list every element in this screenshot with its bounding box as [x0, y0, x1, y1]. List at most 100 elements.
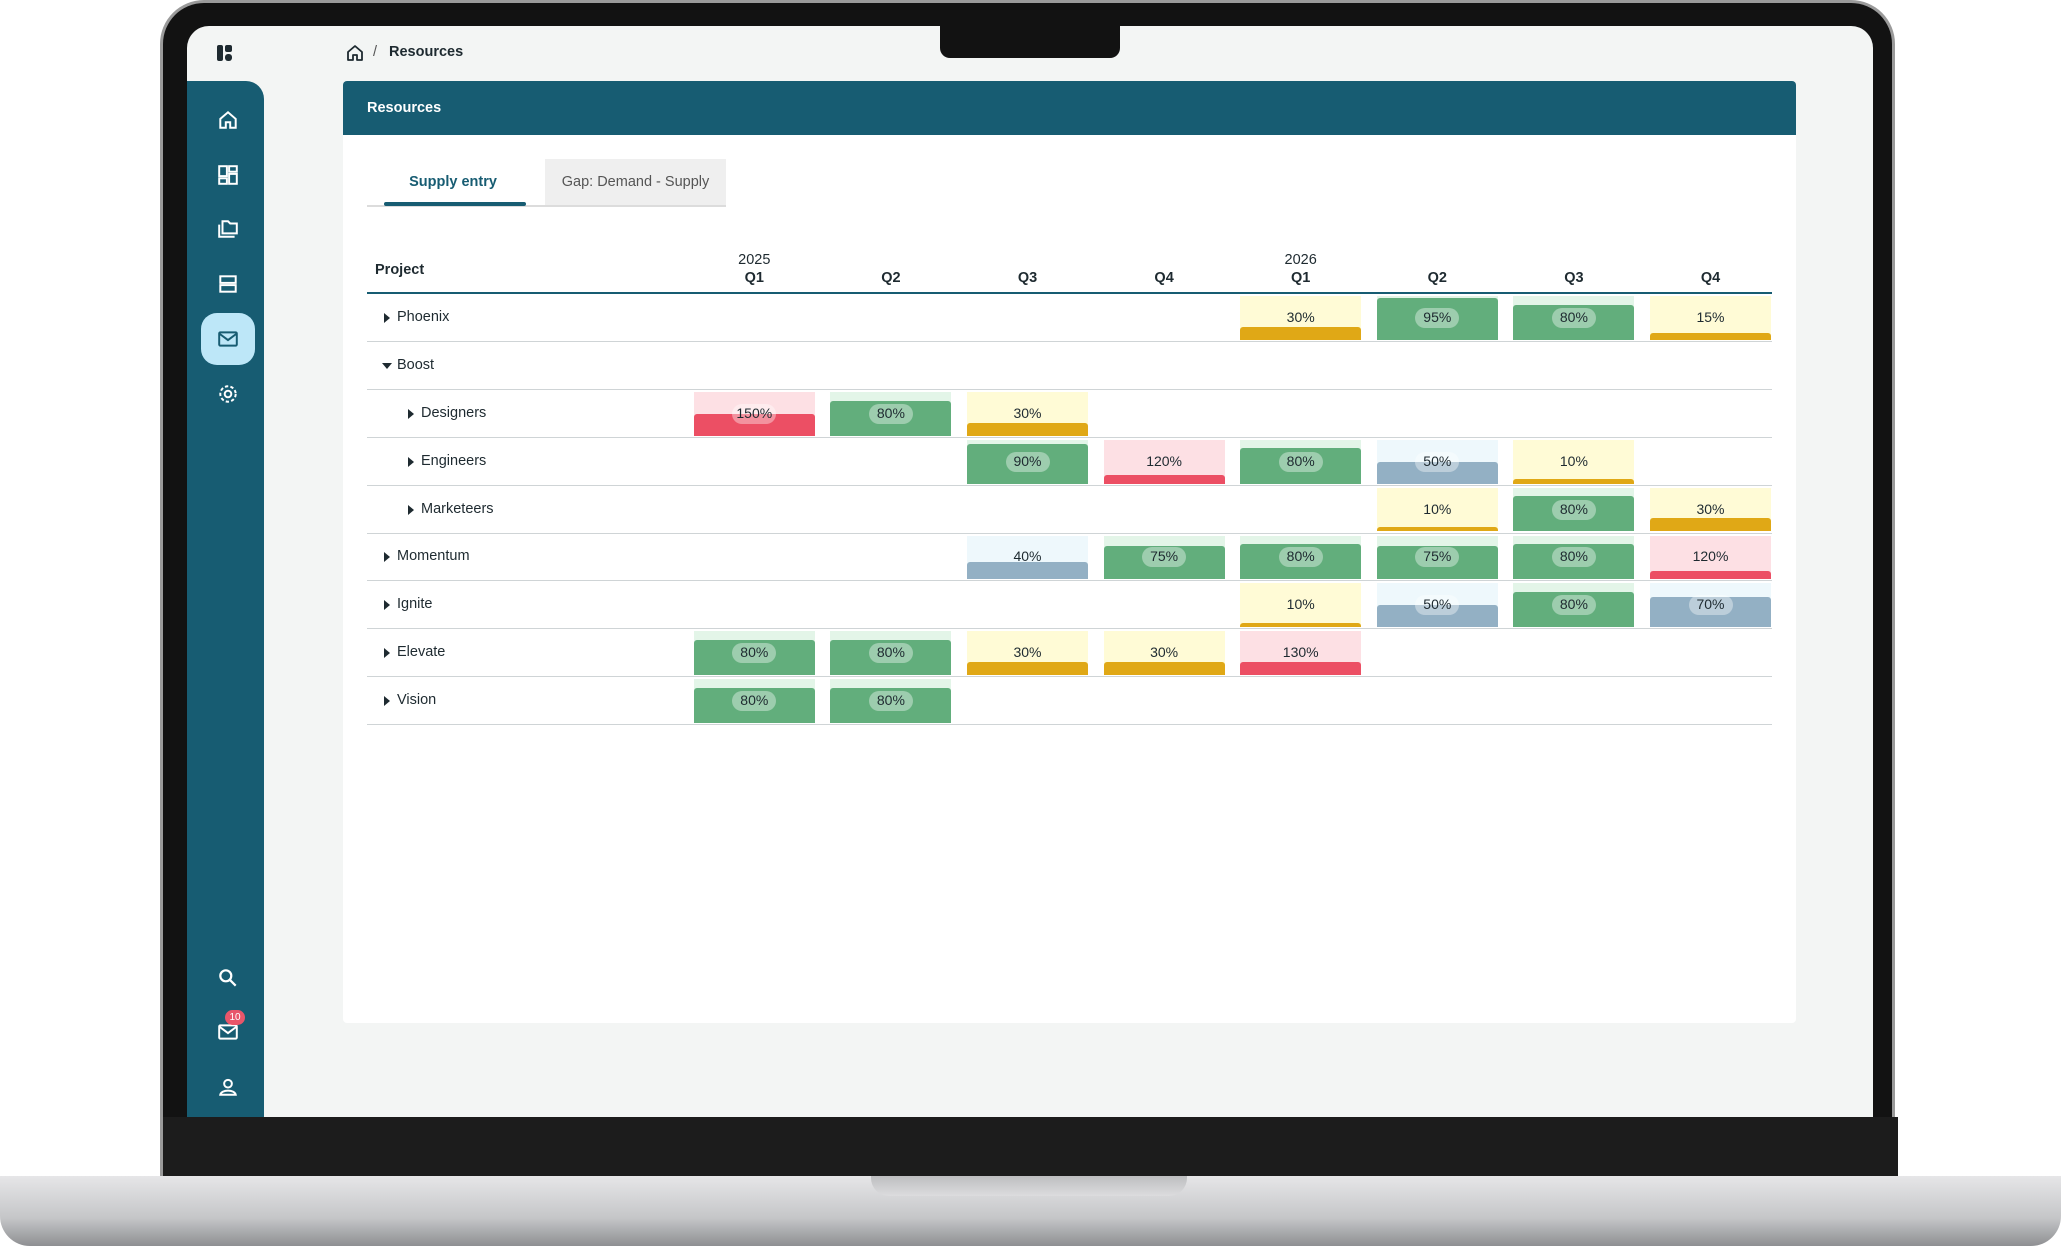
cell-bar: [693, 640, 815, 676]
cell[interactable]: 80%: [693, 631, 815, 676]
header-quarter: Q3: [1017, 270, 1038, 286]
cell[interactable]: 30%: [1240, 296, 1362, 340]
cell[interactable]: 80%: [1513, 535, 1635, 580]
expand-caret[interactable]: [408, 408, 414, 419]
cell[interactable]: 50%: [1376, 439, 1498, 484]
row-label: Designers: [421, 404, 487, 421]
cell-label: 90%: [1013, 452, 1042, 469]
nav-projects[interactable]: [201, 203, 255, 255]
cell-bar: [967, 662, 1088, 676]
cell[interactable]: 80%: [1513, 583, 1635, 628]
cell[interactable]: 80%: [1513, 296, 1635, 340]
cell[interactable]: 80%: [830, 679, 952, 724]
cell-bar: [1650, 518, 1771, 532]
nav-dashboard[interactable]: [201, 149, 255, 201]
cell[interactable]: 150%: [693, 391, 815, 436]
cell-bar: [1103, 662, 1225, 676]
cell[interactable]: 10%: [1240, 583, 1362, 628]
cell-label: 150%: [736, 404, 773, 421]
cell[interactable]: 95%: [1376, 296, 1498, 340]
cell[interactable]: 10%: [1513, 439, 1635, 484]
nav-profile[interactable]: [201, 1061, 255, 1113]
cell[interactable]: 30%: [967, 391, 1088, 436]
cell-bar: [693, 413, 815, 436]
cell-pill: [1688, 595, 1733, 616]
cell-label: 80%: [740, 644, 769, 661]
expand-caret[interactable]: [408, 504, 414, 515]
cell-pill: [1551, 307, 1596, 328]
expand-caret[interactable]: [382, 362, 392, 369]
cell-pill: [868, 403, 913, 424]
nav-home[interactable]: [201, 94, 255, 146]
resources-panel: Resources Project 2025 Q1 Q2 Q3 Q4 2026 Q1 Q2 Q3 Q…: [343, 81, 1796, 1023]
cell-bar: [1240, 622, 1362, 628]
cell[interactable]: 30%: [1650, 487, 1771, 532]
row-label: Marketeers: [421, 500, 494, 517]
cell[interactable]: 80%: [1513, 487, 1635, 532]
cell[interactable]: 80%: [693, 679, 815, 724]
app-logo[interactable]: [215, 43, 235, 63]
cell[interactable]: 70%: [1650, 583, 1771, 628]
row-label: Elevate: [397, 644, 446, 661]
cell[interactable]: 30%: [1103, 631, 1225, 676]
tab-underline: [384, 202, 526, 206]
row-label: Vision: [397, 692, 437, 709]
camera-notch: [940, 26, 1120, 58]
nav-search[interactable]: [201, 952, 255, 1004]
cell-bar: [1650, 596, 1771, 628]
cell[interactable]: 80%: [830, 391, 952, 436]
cell-label: 10%: [1423, 500, 1452, 517]
row-divider: [367, 388, 1772, 390]
cell-label: 80%: [876, 644, 905, 661]
cell-label: 50%: [1423, 596, 1452, 613]
cell[interactable]: 90%: [967, 439, 1088, 484]
cell[interactable]: 75%: [1103, 535, 1225, 580]
row-divider: [367, 436, 1772, 438]
cell-bar: [1513, 496, 1635, 532]
tab[interactable]: Supply entry: [409, 174, 497, 190]
expand-caret[interactable]: [384, 312, 390, 323]
row-divider: [367, 724, 1772, 726]
cell[interactable]: 40%: [967, 535, 1088, 580]
cell[interactable]: 80%: [1240, 439, 1362, 484]
nav-settings[interactable]: [201, 368, 255, 420]
expand-caret[interactable]: [384, 696, 390, 707]
nav-resources[interactable]: [201, 313, 255, 365]
cell[interactable]: 30%: [967, 631, 1088, 676]
tab[interactable]: Gap: Demand - Supply: [545, 159, 726, 205]
expand-caret[interactable]: [384, 552, 390, 563]
cell[interactable]: 50%: [1376, 583, 1498, 628]
row-divider: [367, 676, 1772, 678]
cell-bar: [1376, 298, 1498, 340]
cell[interactable]: 80%: [1240, 535, 1362, 580]
cell-label: 50%: [1423, 452, 1452, 469]
nav-inbox[interactable]: [201, 1006, 255, 1058]
row-divider: [367, 532, 1772, 534]
cell-pill: [1278, 547, 1323, 568]
cell-pill: [1551, 595, 1596, 616]
cell-label: 80%: [1559, 500, 1588, 517]
cell-bar: [1513, 304, 1635, 340]
cell[interactable]: 10%: [1376, 487, 1498, 532]
cell[interactable]: 75%: [1376, 535, 1498, 580]
nav-storage[interactable]: [201, 258, 255, 310]
breadcrumb-home[interactable]: [345, 43, 365, 63]
cell-pill: [732, 403, 777, 424]
screen: / Resources 10 Resources Project 2025 Q1 Q2…: [187, 26, 1873, 1117]
cell[interactable]: 120%: [1650, 535, 1771, 580]
cell[interactable]: 15%: [1650, 296, 1771, 340]
cell-bar: [1240, 326, 1362, 340]
cell[interactable]: 130%: [1240, 631, 1362, 676]
expand-caret[interactable]: [384, 600, 390, 611]
cell-bar: [693, 687, 815, 724]
cell[interactable]: 80%: [830, 631, 952, 676]
expand-caret[interactable]: [408, 456, 414, 467]
header-quarter: Q2: [1427, 270, 1447, 286]
cell-bar: [967, 561, 1088, 580]
header-quarter: Q3: [1564, 270, 1584, 286]
expand-caret[interactable]: [384, 648, 390, 659]
row-label: Phoenix: [397, 308, 450, 325]
cell[interactable]: 120%: [1103, 439, 1225, 484]
cell-label: 75%: [1423, 548, 1452, 565]
